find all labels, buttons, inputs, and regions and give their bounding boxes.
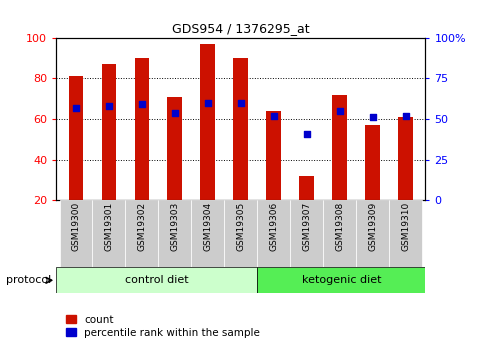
Point	[138, 102, 145, 107]
Bar	[299, 176, 313, 200]
Point	[105, 103, 113, 109]
Legend: count, percentile rank within the sample: count, percentile rank within the sample	[66, 315, 260, 338]
Bar	[102, 64, 116, 200]
FancyBboxPatch shape	[191, 200, 224, 267]
Point	[236, 100, 244, 106]
Bar	[200, 44, 215, 200]
FancyBboxPatch shape	[125, 200, 158, 267]
Bar	[365, 125, 379, 200]
Point	[269, 113, 277, 119]
Text: protocol: protocol	[6, 275, 51, 285]
Text: GSM19307: GSM19307	[302, 202, 311, 252]
Bar	[266, 111, 281, 200]
Text: GSM19303: GSM19303	[170, 202, 179, 252]
Text: GSM19301: GSM19301	[104, 202, 113, 252]
Text: GSM19300: GSM19300	[71, 202, 81, 252]
Bar	[233, 58, 248, 200]
FancyBboxPatch shape	[224, 200, 257, 267]
Text: GSM19308: GSM19308	[335, 202, 344, 252]
FancyBboxPatch shape	[158, 200, 191, 267]
Title: GDS954 / 1376295_at: GDS954 / 1376295_at	[172, 22, 309, 36]
FancyBboxPatch shape	[323, 200, 355, 267]
Bar	[134, 58, 149, 200]
FancyBboxPatch shape	[92, 200, 125, 267]
FancyBboxPatch shape	[56, 267, 257, 293]
Bar	[332, 95, 346, 200]
Text: GSM19310: GSM19310	[400, 202, 409, 252]
Point	[368, 115, 376, 120]
Point	[302, 131, 310, 136]
Point	[171, 110, 179, 115]
FancyBboxPatch shape	[257, 200, 290, 267]
FancyBboxPatch shape	[355, 200, 388, 267]
Point	[335, 108, 343, 114]
Bar	[68, 77, 83, 200]
Point	[203, 100, 211, 106]
Bar	[397, 117, 412, 200]
Text: GSM19309: GSM19309	[367, 202, 376, 252]
Text: GSM19304: GSM19304	[203, 202, 212, 251]
Point	[401, 113, 409, 119]
Text: control diet: control diet	[125, 275, 188, 285]
Point	[72, 105, 80, 110]
FancyBboxPatch shape	[257, 267, 425, 293]
FancyBboxPatch shape	[60, 200, 92, 267]
Bar	[167, 97, 182, 200]
FancyBboxPatch shape	[388, 200, 421, 267]
Text: ketogenic diet: ketogenic diet	[301, 275, 380, 285]
FancyBboxPatch shape	[290, 200, 323, 267]
Text: GSM19302: GSM19302	[137, 202, 146, 251]
Text: GSM19306: GSM19306	[269, 202, 278, 252]
Text: GSM19305: GSM19305	[236, 202, 245, 252]
